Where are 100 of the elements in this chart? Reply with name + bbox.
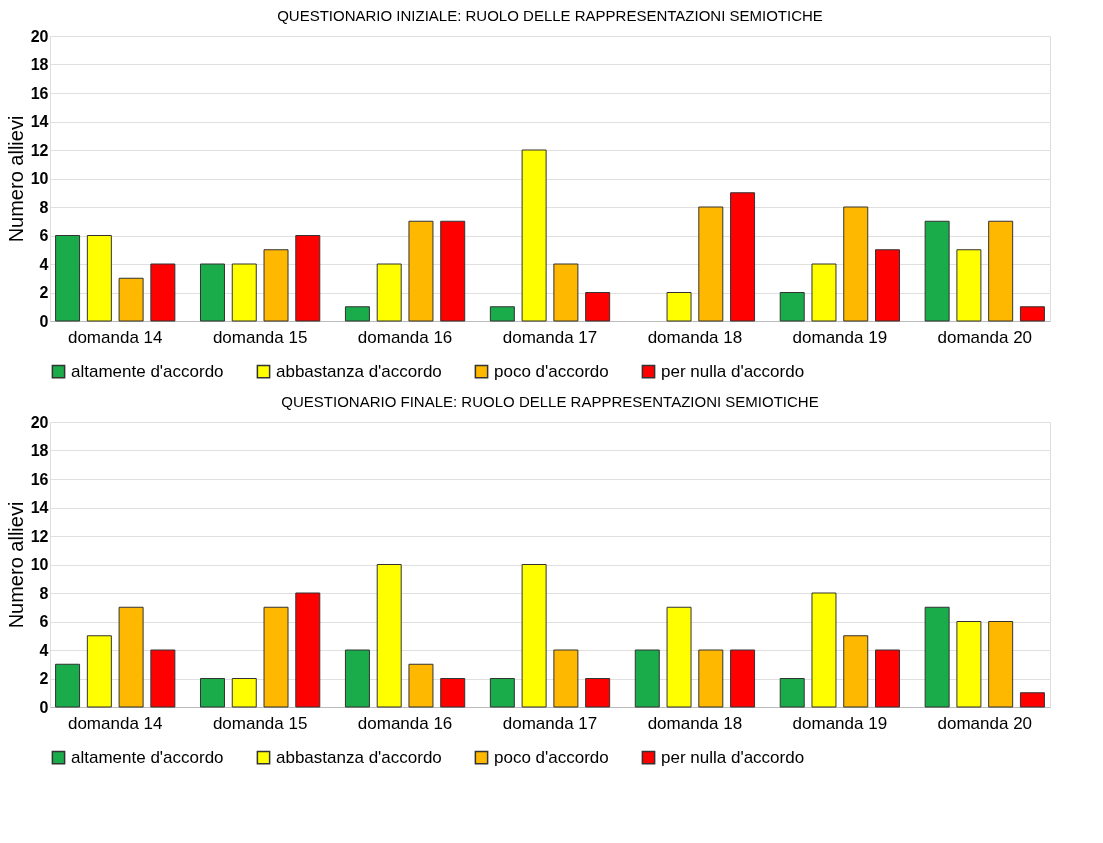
bar [666, 606, 692, 708]
bar [585, 292, 611, 322]
bar [553, 649, 579, 708]
bar [521, 564, 547, 708]
bar [118, 277, 144, 322]
bar [86, 235, 112, 322]
bar [440, 220, 466, 322]
y-tick-label: 18 [30, 442, 49, 459]
bar [730, 192, 756, 322]
bar [811, 263, 837, 322]
bar [200, 263, 225, 322]
x-tick-label: domanda 17 [502, 327, 598, 347]
bar [1019, 692, 1045, 708]
x-tick-label: domanda 19 [792, 327, 888, 347]
bar [779, 292, 805, 322]
y-axis-title: Numero allievi [4, 115, 27, 243]
bar [1019, 306, 1045, 322]
bar [55, 235, 81, 322]
bar [843, 206, 869, 322]
bar [408, 220, 434, 322]
bar [956, 621, 982, 708]
bar [118, 606, 144, 708]
y-tick-label: 18 [30, 56, 49, 73]
y-tick-label: 12 [30, 141, 49, 159]
bar [200, 678, 225, 708]
bar [698, 206, 724, 322]
bar [150, 649, 176, 708]
x-tick-label: domanda 16 [357, 327, 453, 347]
y-tick-label: 6 [39, 613, 49, 630]
bar [263, 249, 289, 322]
x-tick-label: domanda 19 [792, 713, 888, 733]
bar [344, 649, 370, 708]
y-tick-label: 10 [30, 556, 49, 573]
legend-label: altamente d'accordo [71, 361, 224, 381]
bar [376, 263, 402, 322]
bar [730, 649, 756, 708]
bar [55, 663, 81, 708]
bar [295, 235, 321, 322]
x-tick-label: domanda 15 [212, 713, 308, 733]
chart-title: QUESTIONARIO FINALE: RUOLO DELLE RAPPRESENTAZIONI SEMIOTICHE [281, 393, 819, 410]
x-tick-label: domanda 18 [647, 713, 743, 733]
y-tick-label: 10 [30, 170, 49, 187]
x-tick-label: domanda 18 [647, 327, 743, 347]
y-tick-label: 0 [39, 698, 49, 716]
y-tick-label: 14 [30, 499, 49, 516]
y-tick-label: 20 [30, 413, 49, 431]
y-tick-label: 20 [30, 27, 49, 45]
bar [231, 263, 257, 322]
bar [150, 263, 176, 322]
bar [86, 635, 112, 708]
legend-label: poco d'accordo [494, 747, 609, 767]
y-tick-label: 4 [39, 255, 49, 273]
chart-title: QUESTIONARIO INIZIALE: RUOLO DELLE RAPPRESENTAZIONI SEMIOTICHE [277, 7, 823, 24]
y-tick-label: 4 [39, 641, 49, 659]
x-tick-label: domanda 17 [502, 713, 598, 733]
bar [585, 678, 611, 708]
bar [231, 678, 257, 708]
bar [408, 663, 434, 708]
bar [875, 649, 900, 708]
bar [779, 678, 805, 708]
bar [295, 592, 321, 708]
x-tick-label: domanda 15 [212, 327, 308, 347]
bar [553, 263, 579, 322]
bar [344, 306, 370, 322]
bar [376, 564, 402, 708]
bar [521, 149, 547, 322]
x-tick-label: domanda 16 [357, 713, 453, 733]
bar [988, 220, 1014, 322]
bar [988, 621, 1014, 708]
bar [666, 292, 692, 322]
bar [263, 606, 289, 708]
y-axis-title: Numero allievi [4, 501, 27, 629]
bar [956, 249, 982, 322]
y-tick-label: 8 [39, 584, 49, 602]
y-tick-label: 16 [30, 470, 49, 488]
y-tick-label: 2 [39, 670, 49, 687]
bar [924, 220, 950, 322]
bar [811, 592, 837, 708]
legend-label: altamente d'accordo [71, 747, 224, 767]
y-tick-label: 0 [39, 312, 49, 330]
bar [440, 678, 466, 708]
y-tick-label: 6 [39, 227, 49, 244]
bar [489, 306, 515, 322]
bar [634, 649, 660, 708]
bar [489, 678, 515, 708]
bar [875, 249, 900, 322]
y-tick-label: 16 [30, 84, 49, 102]
legend-label: per nulla d'accordo [661, 361, 805, 381]
legend-label: abbastanza d'accordo [276, 361, 442, 381]
y-tick-label: 8 [39, 198, 49, 216]
bar [698, 649, 724, 708]
y-tick-label: 2 [39, 284, 49, 301]
y-tick-label: 14 [30, 113, 49, 130]
x-tick-label: domanda 20 [937, 713, 1033, 733]
legend-label: poco d'accordo [494, 361, 609, 381]
legend-label: per nulla d'accordo [661, 747, 805, 767]
x-tick-label: domanda 14 [67, 327, 163, 347]
x-tick-label: domanda 20 [937, 327, 1033, 347]
bar [843, 635, 869, 708]
x-tick-label: domanda 14 [67, 713, 163, 733]
